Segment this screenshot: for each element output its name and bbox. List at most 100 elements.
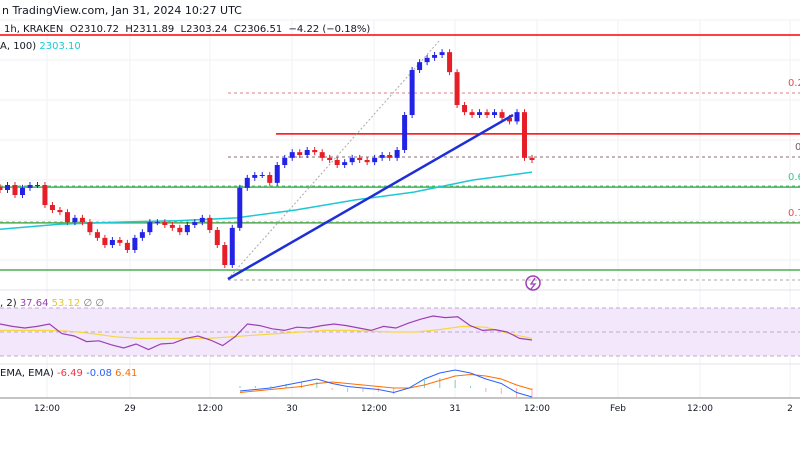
fib-label-0786: 0.7 bbox=[788, 208, 800, 219]
candle bbox=[282, 157, 288, 165]
candle bbox=[237, 187, 243, 228]
macd-signal-line bbox=[239, 373, 533, 393]
candle bbox=[34, 185, 40, 186]
candle bbox=[514, 112, 520, 122]
rsi-legend: , 2) 37.64 53.12 ∅ ∅ bbox=[0, 298, 104, 309]
low-value: L2303.24 bbox=[180, 24, 228, 35]
candle bbox=[417, 62, 423, 70]
x-tick-label: Feb bbox=[610, 404, 626, 414]
candle bbox=[349, 157, 355, 163]
ema-value: 2303.10 bbox=[39, 41, 81, 52]
candle bbox=[222, 245, 228, 265]
candle bbox=[0, 187, 3, 190]
candle bbox=[439, 52, 445, 55]
candle bbox=[214, 230, 220, 245]
candle bbox=[484, 112, 490, 115]
candle bbox=[87, 222, 93, 233]
candle bbox=[364, 160, 370, 163]
fib-diagonal bbox=[227, 39, 441, 280]
candle bbox=[49, 205, 55, 210]
candle bbox=[259, 175, 265, 176]
candle bbox=[27, 185, 33, 188]
candle bbox=[72, 217, 78, 223]
candle bbox=[402, 115, 408, 150]
rsi-extra-2: ∅ bbox=[95, 298, 105, 309]
macd-signal-value: 6.41 bbox=[115, 368, 138, 379]
chart-source: n TradingView.com, Jan 31, 2024 10:27 UT… bbox=[2, 4, 242, 17]
x-tick-label: 12:00 bbox=[361, 404, 387, 414]
close-value: C2306.51 bbox=[233, 24, 283, 35]
x-tick-label: 30 bbox=[286, 404, 298, 414]
candle bbox=[424, 57, 430, 63]
x-tick-label: 29 bbox=[124, 404, 136, 414]
candle bbox=[312, 150, 318, 153]
rsi-ma-line bbox=[0, 325, 533, 339]
rsi-line bbox=[0, 315, 533, 351]
ema-label: A, 100) bbox=[0, 41, 37, 52]
macd-line-value: -0.08 bbox=[86, 368, 112, 379]
high-value: H2311.89 bbox=[125, 24, 175, 35]
candle bbox=[357, 157, 363, 160]
candle bbox=[124, 242, 130, 250]
candle bbox=[79, 217, 85, 223]
candle bbox=[447, 52, 453, 73]
candle bbox=[522, 112, 528, 158]
trend-line bbox=[227, 113, 514, 281]
candle bbox=[372, 157, 378, 163]
ema-100-line bbox=[0, 171, 533, 231]
candle bbox=[207, 217, 213, 230]
candle bbox=[394, 150, 400, 158]
candle bbox=[327, 157, 333, 160]
candle bbox=[319, 152, 325, 158]
candle bbox=[102, 237, 108, 245]
candle bbox=[244, 177, 250, 188]
candle bbox=[499, 112, 505, 118]
x-tick-label: 12:00 bbox=[524, 404, 550, 414]
candle bbox=[304, 150, 310, 155]
candle bbox=[42, 185, 48, 205]
candle bbox=[147, 222, 153, 233]
candle bbox=[192, 222, 198, 225]
symbol: 1h, KRAKEN bbox=[4, 24, 64, 35]
candle bbox=[94, 232, 100, 238]
candle bbox=[492, 112, 498, 115]
rsi-value: 37.64 bbox=[19, 298, 49, 309]
candle bbox=[289, 152, 295, 158]
candle bbox=[469, 112, 475, 115]
rsi-label: , 2) bbox=[0, 298, 17, 309]
x-tick-label: 2 bbox=[787, 404, 793, 414]
candle bbox=[379, 155, 385, 158]
candle bbox=[477, 112, 483, 115]
candle bbox=[132, 237, 138, 250]
candle bbox=[297, 152, 303, 155]
macd-label: EMA, EMA) bbox=[0, 368, 54, 379]
x-tick-label: 12:00 bbox=[34, 404, 60, 414]
candle bbox=[462, 105, 468, 113]
macd-line bbox=[239, 369, 533, 398]
candle bbox=[342, 162, 348, 165]
candle bbox=[169, 225, 175, 228]
fib-label-0236: 0.2 bbox=[788, 78, 800, 89]
change-value: −4.22 (−0.18%) bbox=[288, 24, 371, 35]
candle bbox=[229, 227, 235, 265]
candle bbox=[454, 72, 460, 105]
candle bbox=[64, 212, 70, 223]
candle bbox=[109, 240, 115, 245]
x-tick-label: 31 bbox=[449, 404, 461, 414]
candle bbox=[57, 210, 63, 213]
candle bbox=[139, 232, 145, 238]
candle bbox=[184, 225, 190, 233]
candle bbox=[432, 55, 438, 58]
x-tick-label: 12:00 bbox=[687, 404, 713, 414]
lightning-icon bbox=[525, 275, 541, 291]
candle bbox=[154, 222, 160, 224]
candle bbox=[409, 70, 415, 115]
candle bbox=[12, 185, 18, 195]
fib-label-0618: 0.6 bbox=[788, 172, 800, 183]
ema-legend: A, 100) 2303.10 bbox=[0, 41, 81, 52]
candle bbox=[507, 117, 513, 122]
candle bbox=[334, 160, 340, 165]
candle bbox=[4, 185, 10, 190]
candle bbox=[274, 165, 280, 183]
